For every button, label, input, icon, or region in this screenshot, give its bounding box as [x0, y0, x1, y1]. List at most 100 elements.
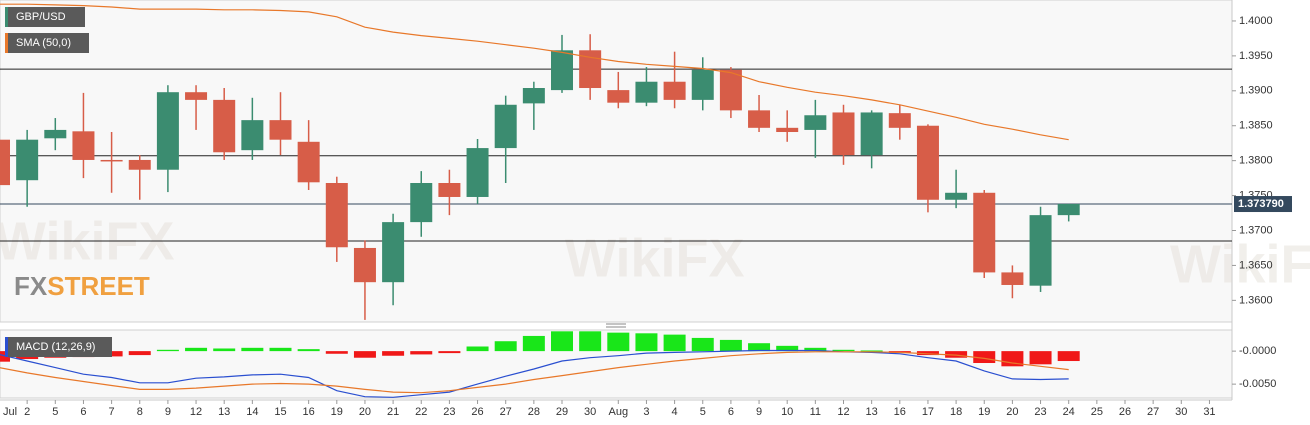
x-tick-label: 11 [810, 406, 821, 418]
legend-swatch [5, 7, 8, 27]
x-tick-label: 9 [756, 406, 762, 418]
candle-body [776, 127, 799, 133]
candle-body [1001, 272, 1024, 285]
candle-body [72, 131, 95, 160]
candle-body [185, 92, 208, 100]
x-tick-label: 2 [24, 406, 30, 418]
y-tick-label: 1.3600 [1239, 294, 1273, 306]
x-tick-label: 30 [584, 406, 596, 418]
x-tick-label: 26 [471, 406, 483, 418]
x-tick-label: 13 [218, 406, 230, 418]
candle-body [0, 139, 10, 186]
y-tick-label: 1.3900 [1239, 85, 1273, 97]
candle-body [438, 183, 461, 197]
logo: FXSTREET [14, 271, 150, 301]
macd-bar [156, 349, 179, 352]
macd-bar [297, 349, 320, 352]
y-tick-label: 1.3650 [1239, 259, 1273, 271]
x-tick-label: 19 [978, 406, 990, 418]
x-tick-label: 8 [137, 406, 143, 418]
candle-body [719, 69, 742, 111]
macd-bar [916, 351, 939, 356]
macd-bar [973, 351, 996, 364]
macd-bar [691, 337, 714, 352]
x-tick-label: 9 [165, 406, 171, 418]
y-tick-label: 1.3850 [1239, 120, 1273, 132]
candle-body [410, 183, 433, 223]
candle-body [1029, 215, 1052, 286]
x-tick-label: 25 [1091, 406, 1103, 418]
macd-bar [1029, 351, 1052, 365]
candle-body [832, 112, 855, 156]
candle-body [128, 159, 151, 170]
x-tick-label: 20 [1006, 406, 1018, 418]
candle-body [916, 125, 939, 200]
x-tick-label: 27 [1147, 406, 1159, 418]
macd-line [0, 349, 1069, 398]
candle-body [382, 222, 405, 283]
x-tick-label: 28 [528, 406, 540, 418]
macd-bar [1057, 351, 1080, 362]
macd-bar [945, 351, 968, 358]
y-tick-label: -0.0000 [1239, 345, 1276, 357]
macd-bar [551, 331, 573, 352]
candle-body [522, 88, 545, 104]
macd-bar [748, 343, 771, 352]
macd-bar [185, 347, 208, 352]
x-tick-label: 30 [1175, 406, 1187, 418]
candle-body [804, 115, 827, 130]
x-tick-label: 15 [274, 406, 286, 418]
x-tick-label: Jul [3, 406, 17, 418]
x-tick-label: 5 [52, 406, 58, 418]
y-tick-label: 1.4000 [1239, 15, 1273, 27]
y-tick-label: 1.3700 [1239, 224, 1273, 236]
x-tick-label: 14 [246, 406, 258, 418]
candle-body [691, 69, 714, 100]
candle-body [16, 139, 39, 181]
macd-bar [719, 339, 742, 352]
macd-bar [325, 351, 348, 354]
x-tick-label: 24 [1063, 406, 1075, 418]
candle-body [325, 183, 348, 248]
candle-body [1057, 203, 1080, 216]
candle-body [44, 129, 67, 139]
macd-bar [382, 351, 405, 356]
candle-body [297, 141, 320, 183]
y-tick-label: 1.3950 [1239, 50, 1273, 62]
candle-body [748, 110, 771, 128]
macd-bar [607, 332, 630, 352]
y-tick-label: 1.3800 [1239, 155, 1273, 167]
candle-body [607, 90, 630, 103]
y-tick-label: -0.0050 [1239, 378, 1276, 390]
watermark: WikiFX [565, 228, 745, 288]
price-label: 1.373790 [1238, 198, 1284, 210]
x-tick-label: Aug [609, 406, 629, 418]
plot: 1.40001.39501.39001.38501.38001.37501.37… [0, 3, 1292, 418]
x-tick-label: 17 [922, 406, 934, 418]
macd-bar [213, 348, 236, 352]
x-tick-label: 12 [190, 406, 202, 418]
legend-swatch [5, 33, 8, 53]
sma-line [0, 3, 1069, 141]
candle-body [466, 148, 489, 197]
candle-body [241, 120, 264, 151]
price-panel [0, 0, 1233, 323]
macd-bar [635, 333, 658, 352]
legend-swatch [5, 337, 8, 357]
legend-box [5, 33, 89, 53]
candle-body [635, 81, 658, 103]
macd-bar [804, 347, 827, 352]
x-tick-label: 16 [303, 406, 315, 418]
x-tick-label: 7 [109, 406, 115, 418]
x-tick-label: 23 [1034, 406, 1046, 418]
candle-body [100, 159, 123, 162]
x-tick-label: 19 [331, 406, 343, 418]
x-tick-label: 10 [781, 406, 793, 418]
macd-bar [128, 351, 151, 356]
x-tick-label: 5 [700, 406, 706, 418]
x-tick-label: 22 [415, 406, 427, 418]
x-tick-label: 27 [500, 406, 512, 418]
legend-box [5, 7, 85, 27]
candle-body [860, 112, 883, 156]
